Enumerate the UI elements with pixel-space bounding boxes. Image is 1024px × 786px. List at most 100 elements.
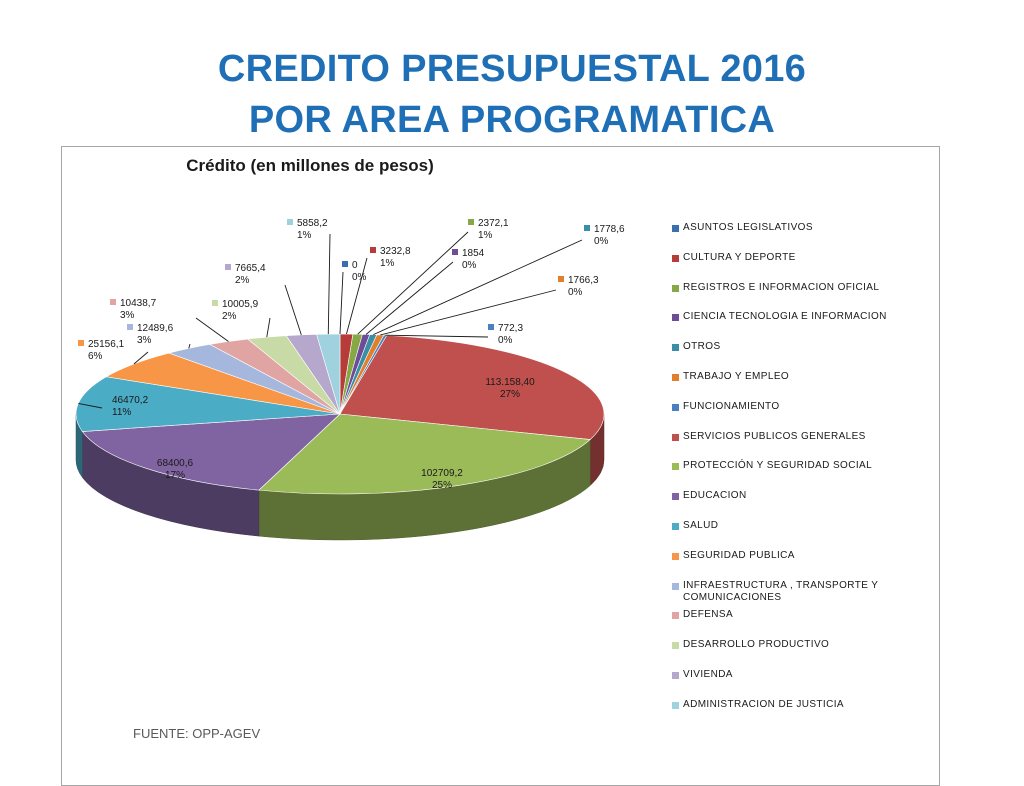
legend-swatch — [672, 374, 679, 381]
slide-title: CREDITO PRESUPUESTAL 2016 POR AREA PROGR… — [0, 44, 1024, 146]
legend-swatch — [672, 552, 679, 560]
slide-title-line1: CREDITO PRESUPUESTAL 2016 — [217, 48, 807, 90]
legend-label: CIENCIA TECNOLOGIA E INFORMACION — [683, 311, 887, 323]
legend-swatch — [672, 493, 679, 501]
label-marker-desarrollo-productivo — [212, 300, 218, 306]
leader-line-asuntos-legislativos — [339, 271, 344, 335]
data-label-value-desarrollo-productivo: 10005,9 — [222, 299, 259, 310]
data-label-value-funcionamiento: 772,3 — [498, 323, 523, 334]
leader-line-infraestructura-transporte-y-comunicaciones — [188, 343, 191, 349]
label-marker-defensa — [110, 299, 116, 305]
leader-line-registros-e-informacion-oficial — [357, 231, 469, 335]
pie-sides — [75, 413, 605, 541]
label-marker-cultura-y-deporte — [370, 247, 376, 253]
data-label-value-vivienda: 7665,4 — [235, 263, 266, 274]
leader-line-vivienda — [284, 284, 302, 336]
leader-line-ciencia-tecnologia-e-informacion — [365, 261, 454, 335]
leader-line-otros — [373, 239, 583, 336]
pie-slice-proteccion-y-seguridad-social — [258, 413, 591, 495]
label-marker-salud — [102, 396, 108, 402]
data-label-value-seguridad-publica: 25156,1 — [88, 339, 125, 350]
label-marker-administracion-de-justicia — [287, 219, 293, 225]
leader-line-funcionamiento — [385, 334, 489, 338]
data-label-percent-seguridad-publica: 6% — [88, 351, 103, 362]
label-marker-asuntos-legislativos — [342, 261, 348, 267]
label-marker-registros-e-informacion-oficial — [468, 219, 474, 225]
data-label-value-servicios-publicos-generales: 113.158,40 — [485, 377, 535, 388]
data-label-percent-funcionamiento: 0% — [498, 335, 513, 346]
data-label-value-asuntos-legislativos: 0 — [352, 260, 358, 271]
legend-swatch — [672, 523, 679, 530]
leader-line-defensa — [195, 317, 229, 342]
data-label-value-defensa: 10438,7 — [120, 298, 157, 309]
legend-swatch — [672, 582, 679, 590]
data-label-percent-cultura-y-deporte: 1% — [380, 258, 395, 269]
legend-label: TRABAJO Y EMPLEO — [683, 371, 790, 382]
data-label-percent-desarrollo-productivo: 2% — [222, 311, 237, 322]
legend-label: VIVIENDA — [683, 669, 733, 680]
data-label-percent-otros: 0% — [594, 236, 609, 247]
data-label-value-educacion: 68400,6 — [157, 458, 194, 469]
leader-line-desarrollo-productivo — [266, 317, 271, 338]
legend-swatch — [672, 672, 679, 679]
data-label-percent-educacion: 17% — [165, 470, 185, 481]
data-label-percent-vivienda: 2% — [235, 275, 250, 286]
legend-swatch — [672, 642, 679, 650]
legend-swatch — [672, 612, 679, 620]
label-marker-infraestructura-transporte-y-comunicaciones — [127, 324, 133, 330]
legend-label: SERVICIOS PUBLICOS GENERALES — [683, 430, 866, 442]
data-label-percent-ciencia-tecnologia-e-informacion: 0% — [462, 260, 477, 271]
chart-title: Crédito (en millones de pesos) — [186, 156, 434, 175]
label-marker-seguridad-publica — [78, 340, 84, 346]
legend-swatch — [672, 254, 679, 262]
legend-label: FUNCIONAMIENTO — [683, 400, 780, 412]
data-label-value-proteccion-y-seguridad-social: 102709,2 — [421, 468, 463, 479]
legend-label: SEGURIDAD PUBLICA — [683, 549, 795, 561]
data-label-percent-infraestructura-transporte-y-comunicaciones: 3% — [137, 335, 152, 346]
legend-swatch — [672, 344, 679, 352]
legend-swatch — [672, 433, 679, 441]
leader-line-seguridad-publica — [133, 351, 149, 365]
label-marker-otros — [584, 225, 590, 231]
legend-label: PROTECCIÓN Y SEGURIDAD SOCIAL — [683, 460, 873, 472]
label-marker-trabajo-y-empleo — [558, 276, 564, 282]
legend-swatch — [672, 284, 679, 292]
data-label-value-ciencia-tecnologia-e-informacion: 1854 — [462, 248, 485, 259]
label-marker-ciencia-tecnologia-e-informacion — [452, 249, 458, 255]
legend-label: OTROS — [683, 341, 721, 353]
data-label-value-trabajo-y-empleo: 1766,3 — [568, 275, 599, 286]
data-label-percent-registros-e-informacion-oficial: 1% — [478, 230, 493, 241]
slide-title-line2: POR AREA PROGRAMATICA — [248, 99, 776, 141]
pie-slice-administracion-de-justicia — [316, 333, 341, 415]
legend-label: EDUCACION — [683, 490, 747, 502]
source-note: FUENTE: OPP-AGEV — [133, 726, 261, 741]
pie-slice-salud — [75, 376, 341, 432]
legend-swatch — [672, 701, 679, 709]
pie-slice-servicios-publicos-generales — [339, 334, 605, 440]
legend-label: ASUNTOS LEGISLATIVOS — [683, 222, 813, 233]
data-label-percent-servicios-publicos-generales: 27% — [500, 389, 520, 400]
legend-swatch — [672, 225, 679, 232]
legend-label: CULTURA Y DEPORTE — [683, 251, 796, 263]
legend-label: DEFENSA — [683, 609, 734, 621]
legend-swatch — [672, 314, 679, 322]
leader-line-administracion-de-justicia — [327, 233, 331, 335]
leader-line-trabajo-y-empleo — [380, 289, 557, 336]
legend-swatch — [672, 403, 679, 411]
pie-tops — [75, 333, 605, 495]
pie-labels: 00%3232,81%2372,11%18540%1778,60%1766,30… — [78, 218, 625, 491]
legend-label: SALUD — [683, 520, 719, 531]
data-label-value-infraestructura-transporte-y-comunicaciones: 12489,6 — [137, 323, 174, 334]
data-label-value-registros-e-informacion-oficial: 2372,1 — [478, 218, 509, 229]
data-label-percent-defensa: 3% — [120, 310, 135, 321]
pie-chart: 00%3232,81%2372,11%18540%1778,60%1766,30… — [75, 218, 625, 541]
data-label-percent-asuntos-legislativos: 0% — [352, 272, 367, 283]
data-label-value-cultura-y-deporte: 3232,8 — [380, 246, 411, 257]
label-marker-vivienda — [225, 264, 231, 270]
data-label-value-administracion-de-justicia: 5858,2 — [297, 218, 328, 229]
legend-label: REGISTROS E INFORMACION OFICIAL — [683, 281, 880, 293]
legend-label: DESARROLLO PRODUCTIVO — [683, 639, 830, 651]
pie-slice-educacion — [81, 413, 341, 491]
data-label-value-salud: 46470,2 — [112, 395, 149, 406]
label-marker-funcionamiento — [488, 324, 494, 330]
